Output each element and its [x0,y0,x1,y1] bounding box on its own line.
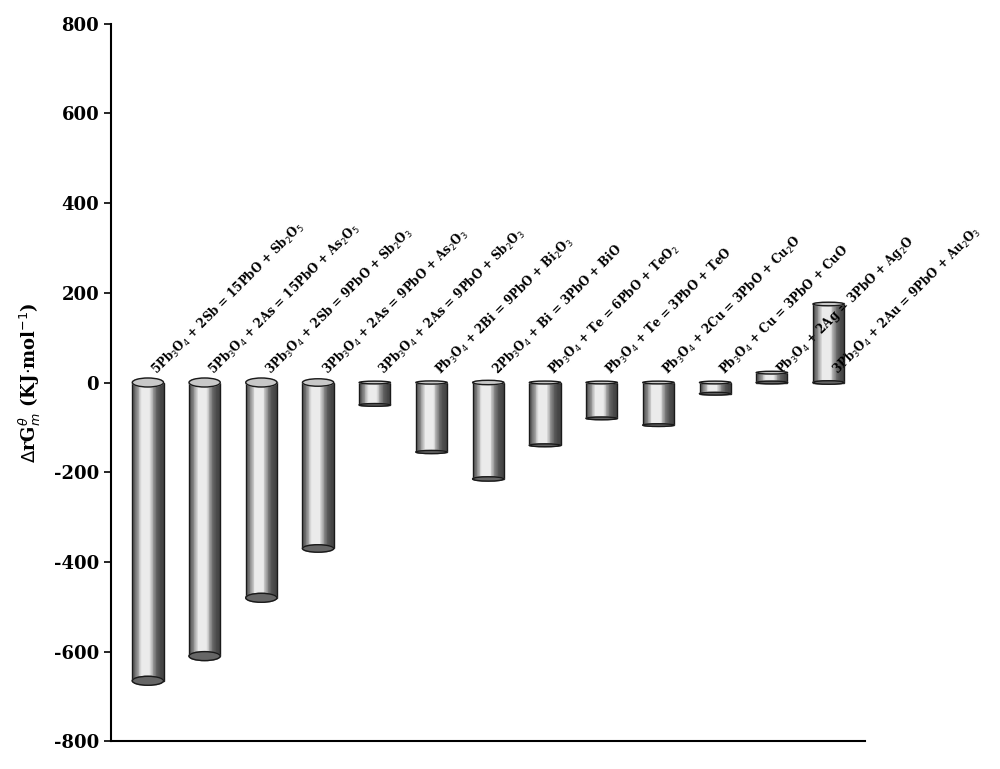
Bar [189,382,220,656]
Ellipse shape [473,381,504,384]
Text: Pb$_3$O$_4$ + 2Ag = 3PbO + Ag$_2$O: Pb$_3$O$_4$ + 2Ag = 3PbO + Ag$_2$O [773,233,918,378]
Bar [132,382,164,681]
Text: Pb$_3$O$_4$ + 2Cu = 3PbO + Cu$_2$O: Pb$_3$O$_4$ + 2Cu = 3PbO + Cu$_2$O [660,232,805,378]
Ellipse shape [132,676,164,685]
Text: Pb$_3$O$_4$ + Te = 6PbO + TeO$_2$: Pb$_3$O$_4$ + Te = 6PbO + TeO$_2$ [546,241,683,378]
Ellipse shape [586,381,617,384]
Bar [246,382,277,598]
Text: 3Pb$_3$O$_4$ + 2Au = 9PbO + Au$_2$O$_3$: 3Pb$_3$O$_4$ + 2Au = 9PbO + Au$_2$O$_3$ [830,224,984,378]
Bar [813,304,844,382]
Bar [756,373,787,382]
Text: Pb$_3$O$_4$ + 2Bi = 9PbO + Bi$_2$O$_3$: Pb$_3$O$_4$ + 2Bi = 9PbO + Bi$_2$O$_3$ [433,234,577,378]
Bar [416,382,447,452]
Ellipse shape [756,371,787,374]
Ellipse shape [189,651,220,661]
Bar [302,382,334,548]
Text: Pb$_3$O$_4$ + Cu = 3PbO + CuO: Pb$_3$O$_4$ + Cu = 3PbO + CuO [716,242,852,378]
Ellipse shape [246,378,277,387]
Text: 5Pb$_3$O$_4$ + 2As = 15PbO + As$_2$O$_5$: 5Pb$_3$O$_4$ + 2As = 15PbO + As$_2$O$_5$ [206,221,363,378]
Ellipse shape [416,451,447,454]
Bar [700,382,731,394]
Text: 5Pb$_3$O$_4$ + 2Sb = 15PbO + Sb$_2$O$_5$: 5Pb$_3$O$_4$ + 2Sb = 15PbO + Sb$_2$O$_5$ [149,219,308,378]
Ellipse shape [643,381,674,384]
Text: 3Pb$_3$O$_4$ + 2As = 9PbO + Sb$_2$O$_3$: 3Pb$_3$O$_4$ + 2As = 9PbO + Sb$_2$O$_3$ [376,225,528,378]
Text: 2Pb$_3$O$_4$ + Bi = 3PbO + BiO: 2Pb$_3$O$_4$ + Bi = 3PbO + BiO [489,241,626,378]
Ellipse shape [529,381,561,384]
Ellipse shape [700,392,731,395]
Ellipse shape [473,477,504,481]
Bar [643,382,674,425]
Bar [586,382,617,418]
Text: 3Pb$_3$O$_4$ + 2Sb = 9PbO + Sb$_2$O$_3$: 3Pb$_3$O$_4$ + 2Sb = 9PbO + Sb$_2$O$_3$ [262,225,416,378]
Ellipse shape [359,404,390,406]
Ellipse shape [813,302,844,306]
Ellipse shape [700,381,731,384]
Ellipse shape [302,544,334,552]
Ellipse shape [246,594,277,602]
Y-axis label: $\Delta$rG$^{\theta}_{m}$ (KJ$\cdot$mol$^{-1}$): $\Delta$rG$^{\theta}_{m}$ (KJ$\cdot$mol$… [17,302,43,463]
Text: Pb$_3$O$_4$ + Te = 3PbO + TeO: Pb$_3$O$_4$ + Te = 3PbO + TeO [603,245,736,378]
Ellipse shape [756,381,787,384]
Ellipse shape [359,381,390,384]
Text: 3Pb$_3$O$_4$ + 2As = 9PbO + As$_2$O$_3$: 3Pb$_3$O$_4$ + 2As = 9PbO + As$_2$O$_3$ [319,226,471,378]
Ellipse shape [416,381,447,384]
Bar [359,382,390,405]
Ellipse shape [643,424,674,427]
Ellipse shape [529,444,561,447]
Bar [529,382,561,445]
Bar [473,382,504,479]
Ellipse shape [302,379,334,386]
Ellipse shape [132,378,164,387]
Ellipse shape [189,378,220,387]
Ellipse shape [813,381,844,384]
Ellipse shape [586,417,617,420]
